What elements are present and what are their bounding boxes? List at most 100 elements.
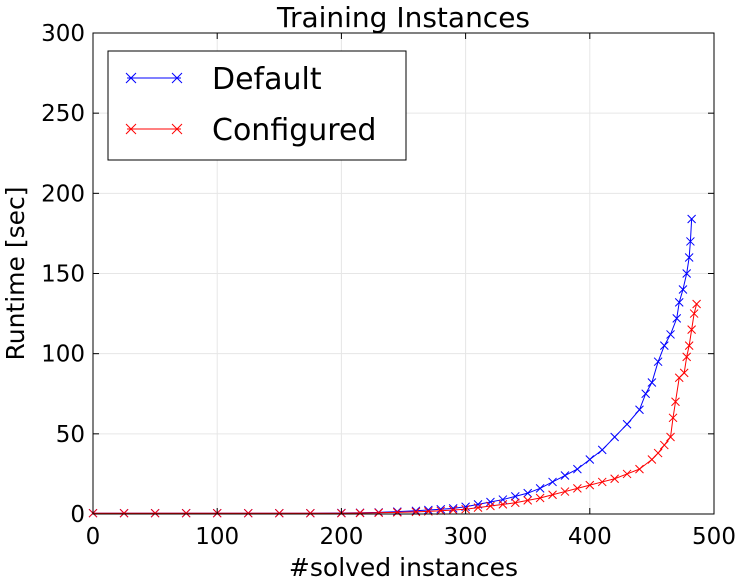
- x-tick-label: 400: [568, 524, 612, 550]
- data-point: [647, 378, 657, 387]
- data-point: [548, 490, 557, 500]
- data-point: [659, 440, 669, 450]
- data-point: [423, 505, 433, 515]
- data-point: [687, 325, 696, 334]
- data-point: [622, 469, 632, 479]
- data-point: [635, 464, 644, 474]
- y-tick-label: 300: [41, 21, 85, 47]
- data-point: [678, 285, 688, 294]
- data-point: [597, 477, 607, 487]
- data-point: [653, 357, 663, 367]
- x-tick-label: 500: [692, 524, 736, 550]
- data-point: [641, 389, 651, 399]
- data-point: [671, 397, 680, 407]
- data-point: [411, 506, 421, 516]
- data-point: [523, 488, 533, 498]
- axis-tick-labels: 0 100 200 300 400 500 0 50 100 150 200 250 300: [41, 21, 736, 550]
- data-point: [622, 419, 632, 429]
- data-point: [510, 492, 520, 501]
- data-point: [436, 506, 446, 516]
- chart-title: Training Instances: [276, 1, 530, 34]
- data-point: [573, 483, 582, 493]
- data-point: [243, 508, 253, 518]
- data-point: [535, 483, 545, 493]
- x-tick-label: 0: [86, 524, 101, 550]
- data-point: [498, 495, 508, 504]
- legend-marker: [171, 72, 183, 84]
- data-point: [448, 504, 458, 513]
- data-point: [181, 508, 191, 518]
- data-point: [119, 508, 129, 518]
- data-point: [473, 503, 483, 512]
- data-point: [668, 413, 678, 423]
- data-point: [653, 448, 663, 458]
- axis-ticks: [92, 32, 715, 515]
- data-point: [585, 480, 595, 490]
- data-point: [682, 352, 692, 362]
- data-point: [486, 501, 495, 511]
- series-layer: [88, 214, 701, 518]
- legend: Default Configured: [107, 50, 407, 161]
- data-point: [436, 504, 446, 514]
- data-point: [692, 299, 701, 309]
- legend-marker: [171, 123, 183, 135]
- legend-box: [107, 50, 407, 161]
- legend-marker: [125, 123, 137, 135]
- data-point: [610, 474, 619, 484]
- legend-entry: Default: [125, 62, 322, 97]
- data-point: [635, 405, 644, 415]
- data-point: [689, 309, 699, 318]
- x-axis-title: #solved instances: [289, 553, 518, 582]
- legend-marker: [125, 72, 137, 84]
- x-tick-label: 200: [319, 524, 363, 550]
- data-point: [573, 464, 582, 474]
- data-point: [548, 477, 557, 487]
- data-point: [150, 508, 160, 518]
- data-point: [355, 508, 365, 518]
- data-point: [597, 445, 607, 455]
- data-point: [374, 508, 384, 518]
- data-point: [305, 508, 315, 518]
- data-point: [610, 432, 619, 442]
- data-point: [498, 500, 508, 509]
- data-point: [585, 455, 595, 464]
- data-point: [687, 214, 696, 224]
- y-tick-label: 200: [41, 181, 85, 207]
- data-point: [684, 253, 694, 262]
- data-point: [679, 368, 689, 378]
- data-point: [666, 432, 675, 442]
- legend-entry: Configured: [125, 113, 376, 148]
- y-tick-label: 150: [41, 262, 85, 288]
- y-axis-title: Runtime [sec]: [1, 186, 30, 360]
- data-point: [560, 487, 570, 496]
- y-tick-label: 0: [70, 502, 85, 528]
- data-point: [666, 330, 675, 339]
- data-point: [674, 298, 684, 307]
- x-tick-label: 300: [444, 524, 488, 550]
- y-tick-label: 50: [56, 422, 85, 448]
- data-point: [535, 493, 545, 503]
- y-tick-label: 250: [41, 101, 85, 127]
- data-point: [392, 508, 402, 517]
- data-point: [486, 497, 495, 507]
- data-point: [411, 507, 421, 517]
- data-point: [560, 471, 570, 480]
- series-default: [88, 214, 696, 518]
- legend-label: Configured: [212, 113, 376, 148]
- data-point: [682, 269, 692, 278]
- series-line: [93, 218, 693, 514]
- data-point: [672, 314, 682, 323]
- data-point: [448, 505, 458, 515]
- x-tick-label: 100: [195, 524, 239, 550]
- legend-label: Default: [212, 62, 322, 97]
- y-tick-label: 100: [41, 342, 85, 368]
- data-point: [274, 508, 284, 518]
- data-point: [523, 496, 533, 505]
- data-point: [510, 498, 520, 508]
- series-line: [93, 303, 698, 514]
- data-point: [686, 237, 695, 246]
- data-point: [684, 341, 694, 351]
- series-configured: [88, 299, 701, 518]
- data-point: [659, 341, 669, 351]
